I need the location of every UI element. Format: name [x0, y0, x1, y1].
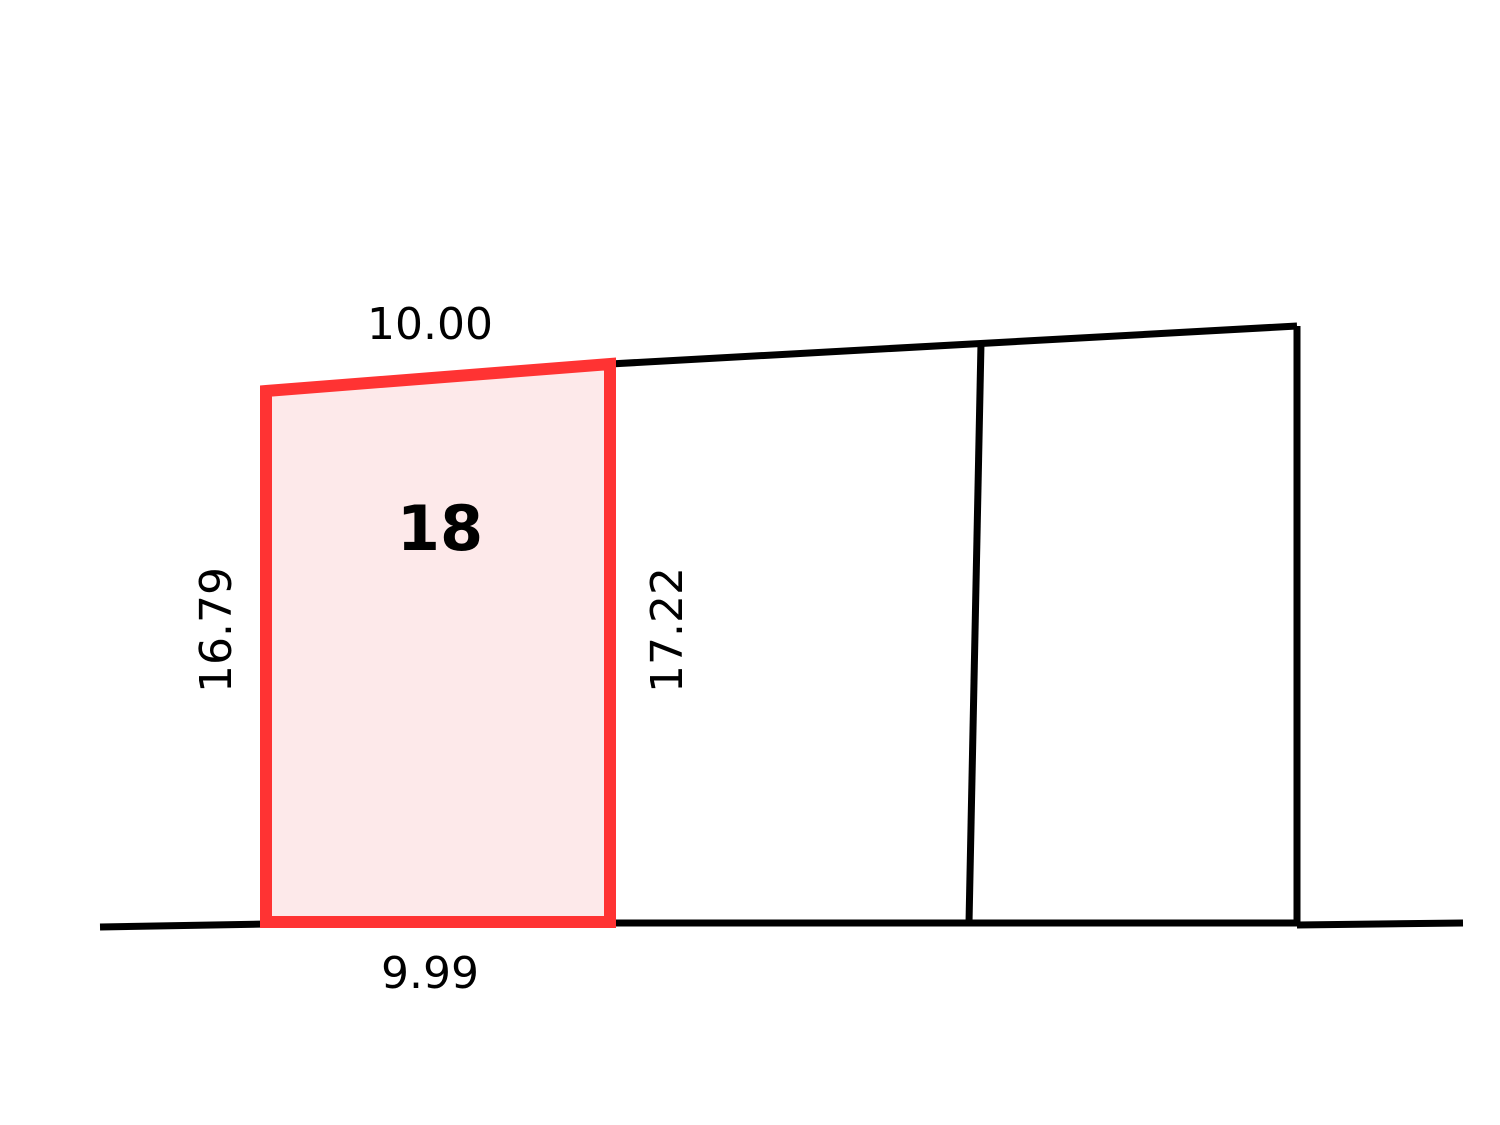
dimension-right: 17.22 — [642, 567, 693, 693]
dimension-left: 16.79 — [191, 567, 242, 693]
street-line-left — [99, 920, 267, 931]
lot-divider-line — [965, 342, 985, 924]
rear-boundary-line — [609, 322, 1298, 368]
dimension-top: 10.00 — [367, 299, 493, 350]
lot-18-highlight[interactable] — [260, 357, 616, 928]
lot-number-label: 18 — [397, 492, 483, 565]
street-line-right — [1296, 919, 1464, 929]
dimension-bottom: 9.99 — [381, 948, 479, 999]
